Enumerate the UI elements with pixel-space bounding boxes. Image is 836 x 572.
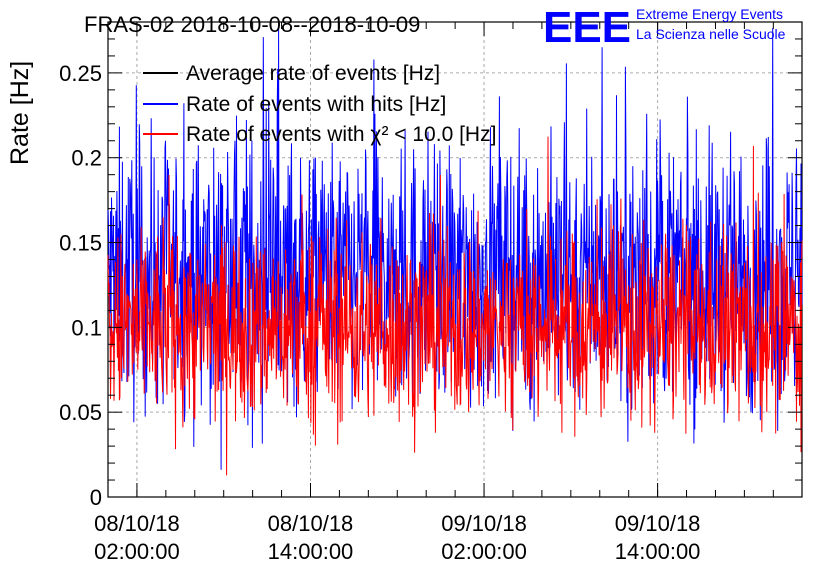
legend-label-chi2: Rate of events with χ² < 10.0 [Hz] [186,123,496,146]
y-axis-label: Rate [Hz] [6,61,34,165]
chart-title: FRAS-02 2018-10-08--2018-10-09 [84,12,420,37]
legend: Average rate of events [Hz] Rate of even… [143,62,496,146]
legend-label-average: Average rate of events [Hz] [186,62,440,85]
eee-logo-letters: EEE [543,3,631,52]
y-tick-label: 0.25 [59,61,102,86]
x-tick-date-label: 08/10/18 [268,511,354,536]
eee-logo-line1: Extreme Energy Events [636,6,783,22]
x-tick-time-label: 02:00:00 [441,539,527,564]
x-tick-date-label: 09/10/18 [441,511,527,536]
x-tick-time-label: 14:00:00 [615,539,701,564]
y-tick-label: 0.05 [59,400,102,425]
legend-label-hits: Rate of events with hits [Hz] [186,93,446,116]
y-tick-label: 0.2 [71,146,102,171]
axes: 0 0.05 0.1 0.15 0.2 0.25 08/10/18 02:00:00 08/10… [59,22,802,564]
eee-logo: EEE Extreme Energy Events La Scienza nel… [543,3,786,52]
series-line-chi2 [107,136,803,476]
series-layer [107,26,803,476]
x-tick-date-label: 08/10/18 [94,511,180,536]
y-tick-label: 0.1 [71,315,102,340]
eee-logo-line2: La Scienza nelle Scuole [636,26,786,42]
x-tick-date-label: 09/10/18 [615,511,701,536]
x-tick-time-label: 02:00:00 [94,539,180,564]
y-tick-label: 0 [90,485,102,510]
y-tick-label: 0.15 [59,231,102,256]
x-tick-time-label: 14:00:00 [268,539,354,564]
